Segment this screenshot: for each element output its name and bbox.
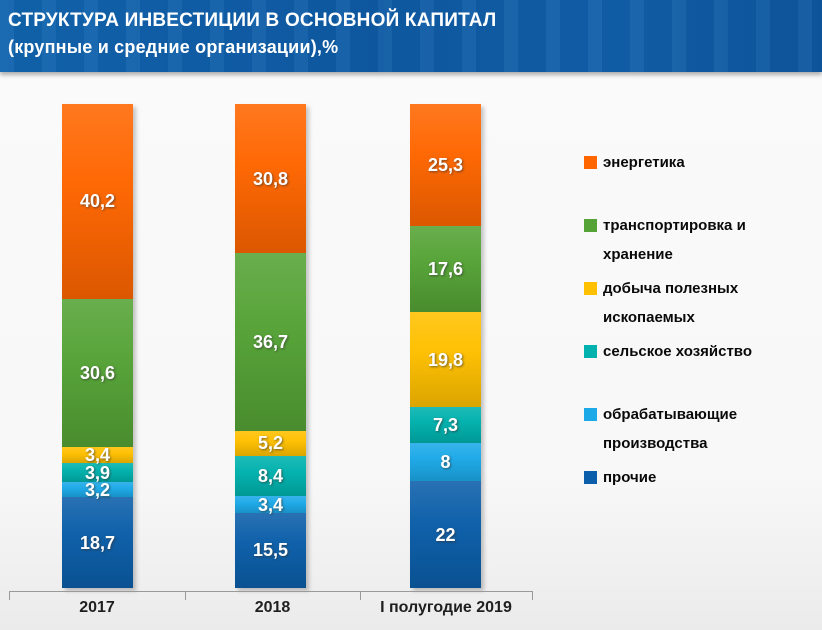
chart-title-line2: (крупные и средние организации),% — [8, 37, 339, 57]
category-label: I полугодие 2019 — [380, 599, 512, 616]
segment-value-label: 3,2 — [84, 479, 111, 500]
segment-value-label: 7,3 — [432, 415, 459, 436]
legend-label: сельское хозяйство — [603, 343, 752, 360]
segment-value-label: 36,7 — [252, 331, 289, 352]
segment-value-label: 19,8 — [427, 349, 464, 370]
slide-title-bar: СТРУКТУРА ИНВЕСТИЦИИ В ОСНОВНОЙ КАПИТАЛ … — [0, 0, 822, 72]
segment-value-label: 8 — [440, 452, 451, 473]
legend-swatch-icon — [584, 156, 597, 169]
legend-swatch-icon — [584, 345, 597, 358]
segment-value-label: 15,5 — [252, 540, 289, 561]
bar-segment: 8,4 — [235, 455, 306, 497]
segment-value-label: 30,8 — [252, 168, 289, 189]
legend-swatch-icon — [584, 408, 597, 421]
legend-swatch-icon — [584, 219, 597, 232]
legend-label: обрабатывающие производства — [603, 406, 738, 452]
segment-value-label: 5,2 — [257, 433, 284, 454]
legend-label: транспортировка и хранение — [603, 217, 746, 263]
chart-legend: энергетика транспортировка и хранение добы… — [584, 148, 814, 526]
bar-segment: 3,9 — [62, 463, 133, 482]
stacked-bar: 25,3 17,6 19,8 7,3 8 22 — [410, 104, 481, 588]
legend-label: добыча полезных ископаемых — [603, 280, 739, 326]
bar-segment: 17,6 — [410, 226, 481, 312]
segment-value-label: 3,9 — [84, 462, 111, 483]
stacked-bar: 30,8 36,7 5,2 8,4 3,4 15,5 — [235, 104, 306, 588]
segment-value-label: 25,3 — [427, 155, 464, 176]
segment-value-label: 30,6 — [79, 362, 116, 383]
axis-tick — [532, 591, 533, 600]
legend-item: прочие — [584, 463, 814, 526]
bar-segment: 30,8 — [235, 104, 306, 254]
bar-segment: 30,6 — [62, 298, 133, 447]
bar-segment: 40,2 — [62, 104, 133, 299]
legend-item: энергетика — [584, 148, 814, 211]
category-label: 2018 — [254, 599, 291, 616]
bar-segment: 19,8 — [410, 311, 481, 408]
bar-segment: 18,7 — [62, 497, 133, 588]
category-label: 2017 — [79, 599, 115, 616]
bar-segment: 8 — [410, 442, 481, 482]
segment-value-label: 40,2 — [79, 191, 116, 212]
bar-segment: 22 — [410, 481, 481, 588]
legend-item: транспортировка и хранение — [584, 211, 814, 274]
legend-label: энергетика — [603, 154, 685, 171]
legend-item: сельское хозяйство — [584, 337, 814, 400]
bar-segment: 5,2 — [235, 430, 306, 456]
segment-value-label: 3,4 — [84, 444, 111, 465]
bar-segment: 15,5 — [235, 512, 306, 588]
axis-tick — [360, 591, 361, 600]
segment-value-label: 17,6 — [427, 259, 464, 280]
x-axis-line — [9, 591, 533, 592]
bar-segment: 7,3 — [410, 407, 481, 443]
segment-value-label: 3,4 — [257, 494, 284, 515]
legend-swatch-icon — [584, 282, 597, 295]
segment-value-label: 22 — [435, 524, 456, 545]
chart-area: 40,2 30,6 3,4 3,9 3,2 18,7 30,8 36,7 5,2 8,4 3,4 15… — [0, 72, 822, 630]
legend-swatch-icon — [584, 471, 597, 484]
bar-segment: 36,7 — [235, 253, 306, 431]
stacked-bar: 40,2 30,6 3,4 3,9 3,2 18,7 — [62, 104, 133, 588]
segment-value-label: 8,4 — [257, 466, 284, 487]
axis-tick — [9, 591, 10, 600]
legend-item: добыча полезных ископаемых — [584, 274, 814, 337]
legend-label: прочие — [603, 469, 657, 486]
axis-tick — [185, 591, 186, 600]
bar-segment: 3,4 — [235, 494, 306, 515]
bar-segment: 25,3 — [410, 104, 481, 227]
bar-segment: 3,2 — [62, 479, 133, 500]
segment-value-label: 18,7 — [79, 532, 116, 553]
bar-segment: 3,4 — [62, 444, 133, 465]
chart-title-line1: СТРУКТУРА ИНВЕСТИЦИИ В ОСНОВНОЙ КАПИТАЛ — [8, 10, 497, 31]
legend-item: обрабатывающие производства — [584, 400, 814, 463]
